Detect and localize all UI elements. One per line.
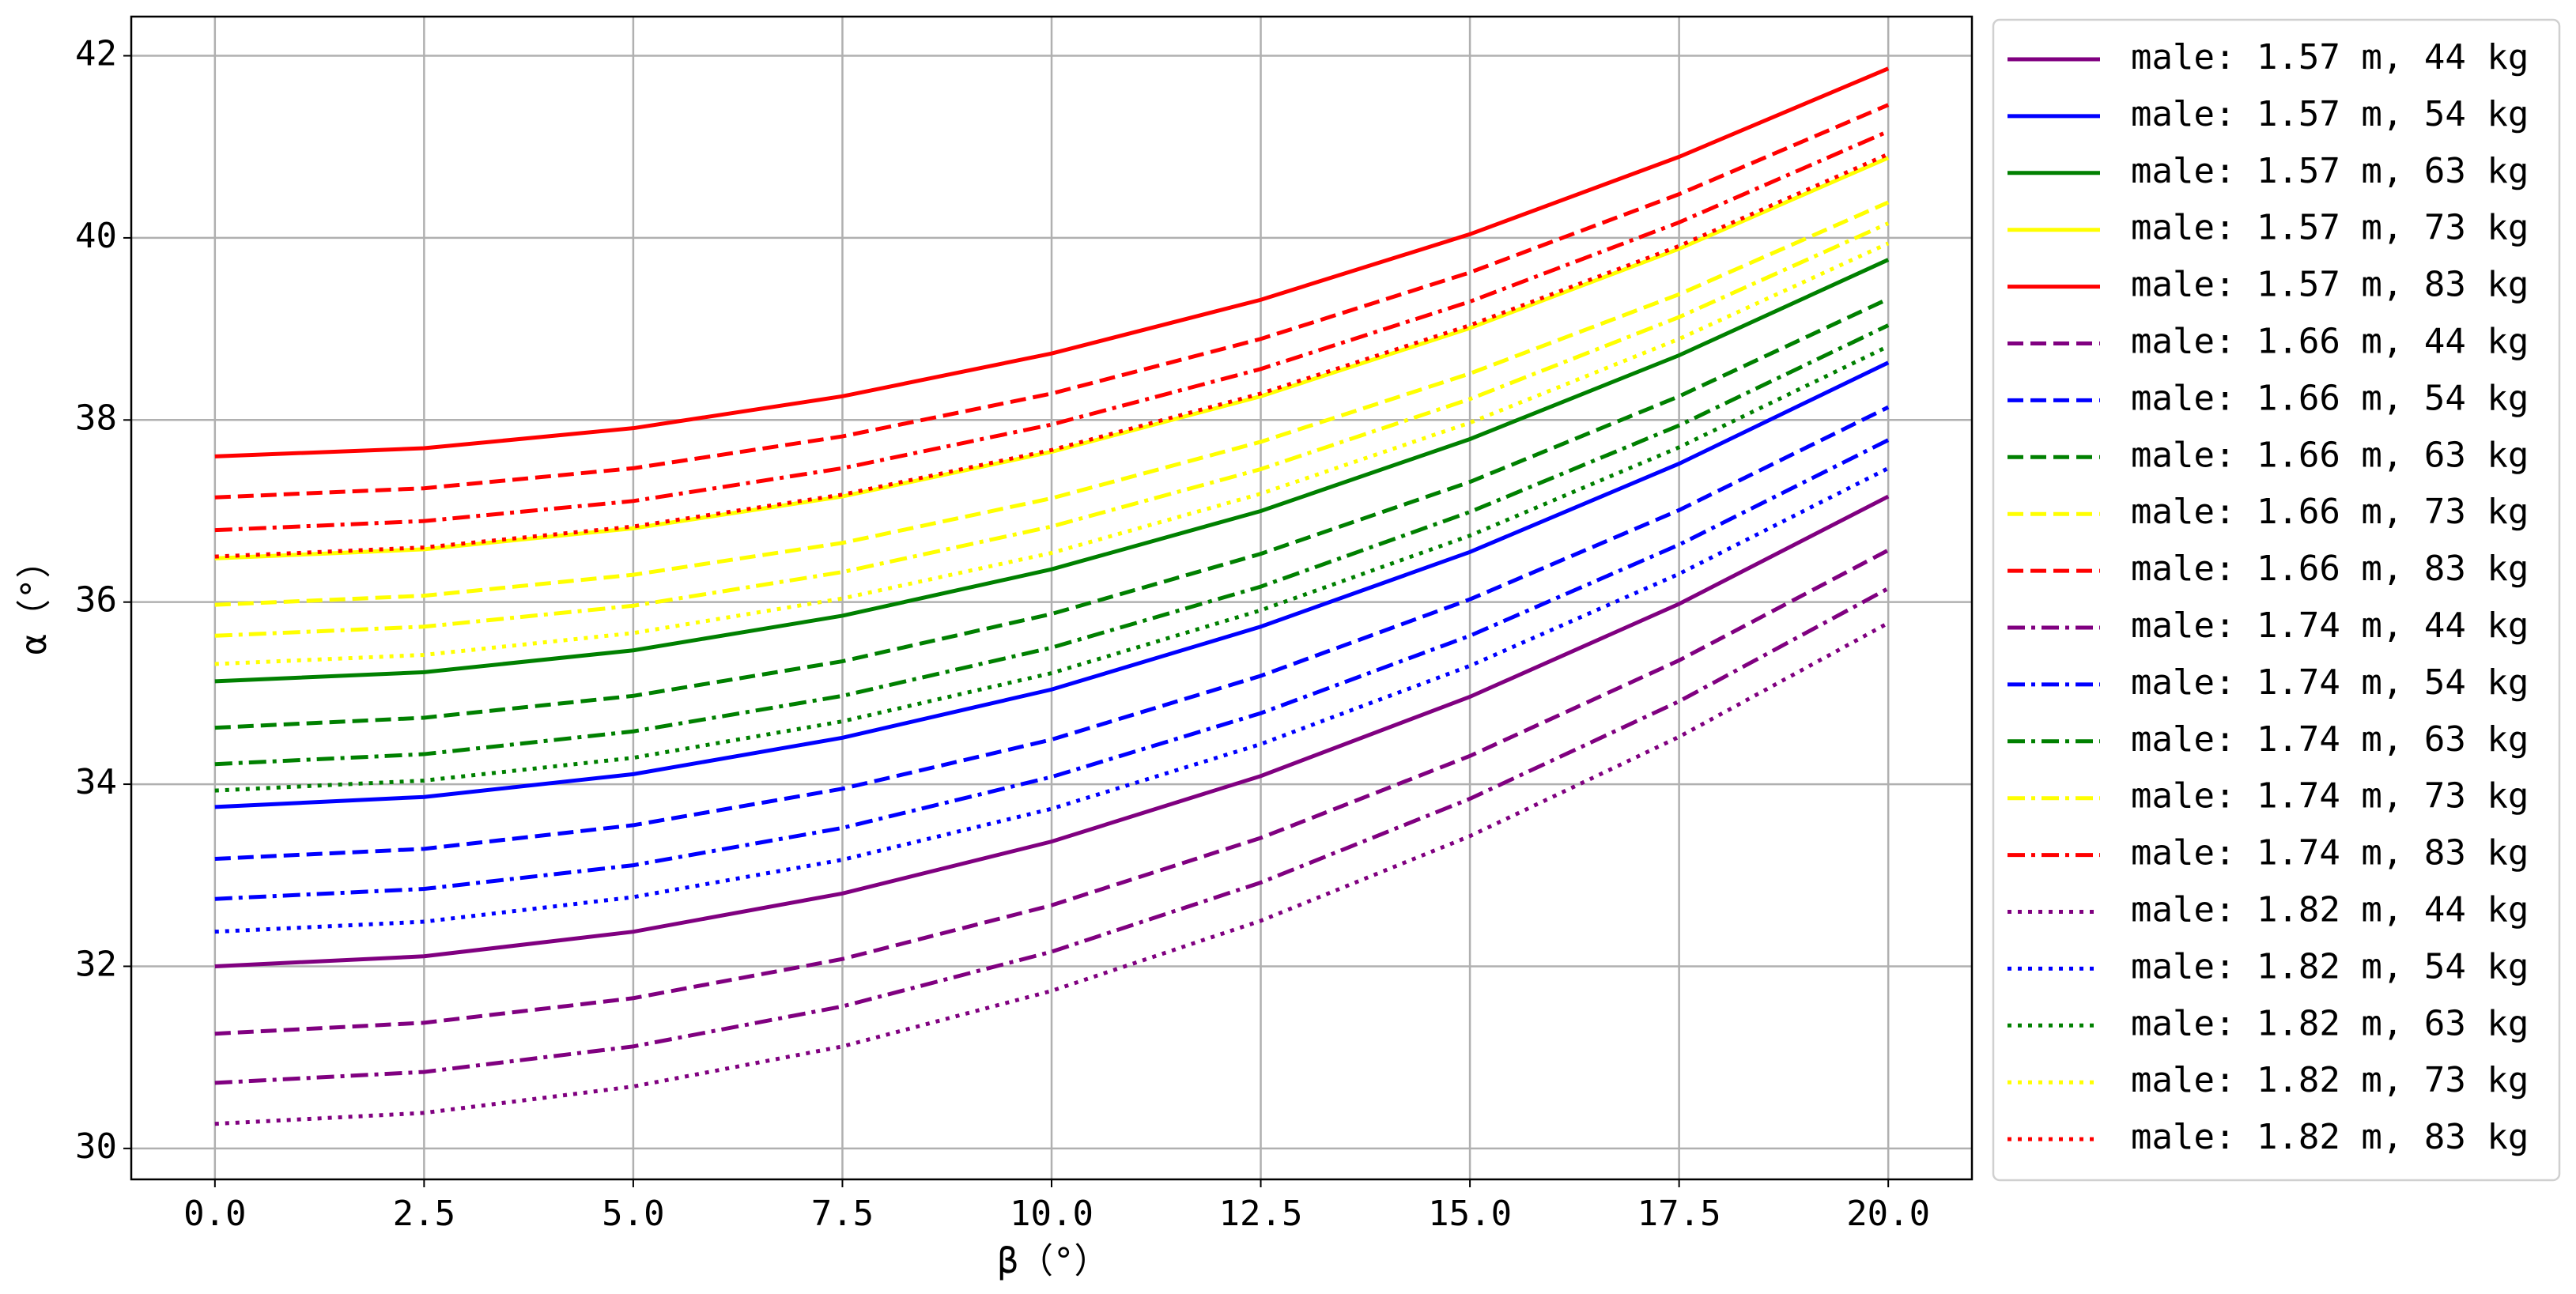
legend-label: male: 1.66 m, 83 kg (2131, 549, 2529, 589)
plot-frame (130, 15, 1974, 1181)
legend-label: male: 1.66 m, 63 kg (2131, 435, 2529, 475)
legend-label: male: 1.57 m, 54 kg (2131, 94, 2529, 134)
series-line (214, 466, 1890, 934)
series-line (214, 221, 1890, 638)
series-line (214, 241, 1890, 666)
x-tick-label: 15.0 (1428, 1194, 1512, 1234)
y-tick-label: 34 (75, 762, 117, 802)
series-line (214, 258, 1890, 684)
legend-label: male: 1.82 m, 44 kg (2131, 890, 2529, 930)
x-axis-label: β（°） (998, 1241, 1109, 1281)
y-axis-label: α（°） (14, 544, 55, 655)
legend-label: male: 1.74 m, 63 kg (2131, 719, 2529, 760)
series-line (214, 66, 1890, 458)
legend-label: male: 1.74 m, 54 kg (2131, 662, 2529, 703)
series-line (214, 200, 1890, 607)
legend-label: male: 1.82 m, 63 kg (2131, 1003, 2529, 1043)
series-line (214, 494, 1890, 968)
series-line (214, 438, 1890, 901)
y-tick-label: 42 (75, 34, 117, 74)
legend-label: male: 1.74 m, 83 kg (2131, 833, 2529, 873)
legend-label: male: 1.82 m, 54 kg (2131, 946, 2529, 987)
series-line (214, 621, 1890, 1126)
y-tick-label: 40 (75, 216, 117, 256)
legend-label: male: 1.82 m, 73 kg (2131, 1060, 2529, 1100)
x-tick-label: 7.5 (811, 1194, 874, 1234)
legend-label: male: 1.57 m, 44 kg (2131, 37, 2529, 77)
legend-label: male: 1.57 m, 83 kg (2131, 265, 2529, 305)
series-line (214, 103, 1890, 500)
x-tick-label: 2.5 (393, 1194, 455, 1234)
y-tick-label: 36 (75, 580, 117, 621)
series-line (214, 548, 1890, 1036)
legend-label: male: 1.66 m, 44 kg (2131, 322, 2529, 362)
y-tick-label: 38 (75, 398, 117, 438)
legend-label: male: 1.74 m, 73 kg (2131, 776, 2529, 817)
series-line (214, 323, 1890, 767)
legend-label: male: 1.57 m, 73 kg (2131, 208, 2529, 248)
x-tick-label: 12.5 (1219, 1194, 1303, 1234)
legend-label: male: 1.66 m, 73 kg (2131, 492, 2529, 532)
x-tick-label: 10.0 (1010, 1194, 1093, 1234)
x-tick-label: 5.0 (602, 1194, 664, 1234)
series-line (214, 129, 1890, 533)
series-line (214, 587, 1890, 1085)
y-tick-label: 32 (75, 944, 117, 984)
legend-label: male: 1.82 m, 83 kg (2131, 1117, 2529, 1157)
series-line (214, 344, 1890, 793)
series-line (214, 296, 1890, 730)
legend-label: male: 1.57 m, 63 kg (2131, 151, 2529, 191)
x-tick-label: 20.0 (1846, 1194, 1930, 1234)
x-tick-label: 0.0 (183, 1194, 246, 1234)
y-tick-label: 30 (75, 1126, 117, 1167)
x-tick-label: 17.5 (1637, 1194, 1721, 1234)
legend-label: male: 1.74 m, 44 kg (2131, 606, 2529, 646)
legend-box (1992, 18, 2561, 1182)
series-line (214, 405, 1890, 862)
legend-label: male: 1.66 m, 54 kg (2131, 378, 2529, 418)
series-line (214, 360, 1890, 809)
series-line (214, 152, 1890, 559)
